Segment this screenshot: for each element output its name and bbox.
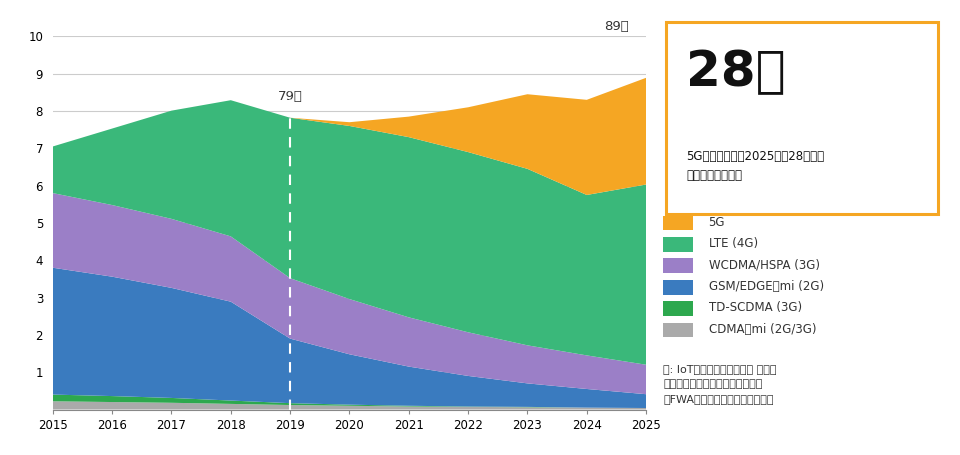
- Bar: [663, 216, 693, 230]
- Text: 5G: 5G: [708, 216, 725, 229]
- Text: 79億: 79億: [277, 90, 302, 103]
- Bar: [663, 258, 693, 273]
- Text: WCDMA/HSPA (3G): WCDMA/HSPA (3G): [708, 259, 820, 272]
- Text: TD-SCDMA (3G): TD-SCDMA (3G): [708, 302, 802, 314]
- Text: 5G加入契約数は2025年に28億件に
なる見込みです。: 5G加入契約数は2025年に28億件に なる見込みです。: [686, 150, 824, 182]
- Text: CDMAのmi (2G/3G): CDMAのmi (2G/3G): [708, 323, 816, 336]
- Text: 注: IoT接続はこのグラフに は含ま
れていません。固定無線アクセス
（FWA）接続は含まれています。: 注: IoT接続はこのグラフに は含ま れていません。固定無線アクセス （FWA…: [663, 364, 777, 404]
- Bar: [663, 280, 693, 294]
- Bar: [663, 301, 693, 316]
- Bar: [663, 237, 693, 252]
- Bar: [663, 323, 693, 337]
- Text: LTE (4G): LTE (4G): [708, 238, 757, 250]
- Text: 28億: 28億: [686, 48, 785, 96]
- Text: 89億: 89億: [604, 20, 629, 34]
- Text: GSM/EDGEのmi (2G): GSM/EDGEのmi (2G): [708, 280, 824, 293]
